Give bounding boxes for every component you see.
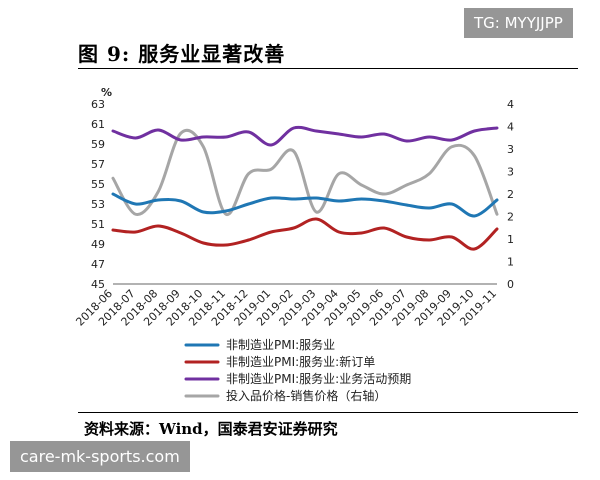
- y-left-tick-label: 49: [91, 238, 105, 251]
- y-right-tick-label: 3: [507, 143, 514, 156]
- y-right-tick-label: 2: [507, 211, 514, 224]
- y-left-tick-label: 59: [91, 138, 105, 151]
- y-right-tick-label: 4: [507, 121, 514, 134]
- series-line-1: [111, 192, 499, 218]
- y-right-tick-label: 3: [507, 166, 514, 179]
- y-left-tick-label: 53: [91, 198, 105, 211]
- legend-label: 非制造业PMI:服务业:新订单: [226, 354, 375, 369]
- y-right-tick-label: 0: [507, 278, 514, 291]
- y-left-tick-label: 45: [91, 278, 105, 291]
- y-left-tick-label: 55: [91, 178, 105, 191]
- y-left-tick-label: 47: [91, 258, 105, 271]
- title-rule: [78, 68, 578, 69]
- series-line-3: [111, 125, 499, 147]
- y-left-unit-label: %: [101, 86, 112, 99]
- y-left-tick-label: 63: [91, 98, 105, 111]
- y-left-tick-label: 61: [91, 118, 105, 131]
- y-right-tick-label: 1: [507, 256, 514, 269]
- series-line-2: [111, 217, 499, 251]
- y-right-tick-label: 2: [507, 188, 514, 201]
- series-line-4: [111, 128, 499, 216]
- y-right-tick-label: 1: [507, 233, 514, 246]
- watermark-bottom: care-mk-sports.com: [10, 441, 190, 472]
- y-left-tick-label: 57: [91, 158, 105, 171]
- y-left-tick-label: 51: [91, 218, 105, 231]
- watermark-top: TG: MYYJJPP: [464, 8, 573, 38]
- y-right-tick-label: 4: [507, 98, 514, 111]
- source-note: 资料来源：Wind，国泰君安证券研究: [84, 420, 338, 438]
- source-rule: [78, 412, 578, 413]
- legend-label: 非制造业PMI:服务业:业务活动预期: [226, 371, 411, 386]
- legend-label: 非制造业PMI:服务业: [226, 337, 335, 352]
- legend-label: 投入品价格-销售价格（右轴）: [226, 388, 386, 403]
- figure-title: 图 9: 服务业显著改善: [78, 42, 286, 66]
